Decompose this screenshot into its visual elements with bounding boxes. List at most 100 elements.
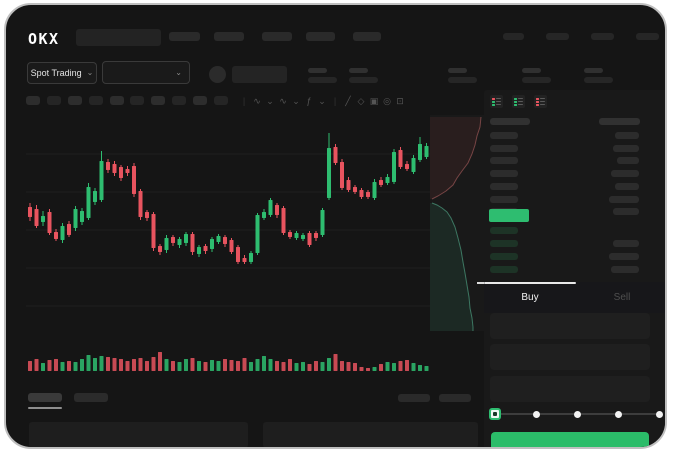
orders-link-1[interactable] — [439, 394, 471, 402]
bid-row-price-0[interactable] — [490, 227, 518, 234]
ask-row-price-5[interactable] — [490, 196, 518, 203]
slider-stop-75[interactable] — [614, 411, 622, 418]
slider-stop-25[interactable] — [532, 411, 540, 418]
eraser-icon[interactable]: ◇ — [357, 96, 365, 106]
camera-icon[interactable]: ▣ — [369, 96, 379, 106]
candle-body — [249, 253, 253, 262]
settings-icon[interactable]: ◎ — [383, 96, 391, 106]
timeframe-button-6[interactable] — [151, 96, 165, 105]
candle-body — [47, 212, 52, 233]
timeframe-button-3[interactable] — [89, 96, 103, 105]
volume-bar — [392, 363, 396, 371]
volume-bar — [262, 356, 266, 371]
candlestick-chart[interactable] — [6, 5, 667, 449]
topnav-right-item-1[interactable] — [546, 33, 569, 40]
chevron-down-icon[interactable]: ⌄ — [318, 96, 326, 106]
timeframe-button-8[interactable] — [193, 96, 207, 105]
ticker-stat-value-0 — [308, 77, 337, 83]
bid-row-amount-2[interactable] — [609, 253, 639, 260]
ask-row-amount-6[interactable] — [613, 208, 639, 215]
candle-body — [281, 208, 286, 233]
timeframe-button-1[interactable] — [47, 96, 61, 105]
slider-handle[interactable] — [489, 408, 501, 420]
bid-row-amount-3[interactable] — [611, 266, 639, 273]
topnav-item-2[interactable] — [262, 32, 292, 41]
pair-selector-dropdown[interactable]: ⌄ — [102, 61, 190, 84]
volume-bar — [229, 360, 234, 371]
tab-buy[interactable]: Buy — [521, 292, 539, 303]
price-input[interactable] — [490, 313, 650, 339]
orders-panel-0 — [29, 422, 248, 447]
ask-row-amount-4[interactable] — [615, 183, 639, 190]
bid-row-price-3[interactable] — [490, 266, 518, 273]
topnav-right-item-2[interactable] — [591, 33, 614, 40]
overlay-icon[interactable]: ∿ — [279, 96, 287, 106]
ask-row-price-0[interactable] — [490, 132, 518, 139]
timeframe-button-2[interactable] — [68, 96, 82, 105]
buy-submit-button[interactable] — [491, 432, 649, 447]
orders-link-0[interactable] — [398, 394, 430, 402]
chevron-down-icon[interactable]: ⌄ — [266, 96, 274, 106]
timeframe-button-9[interactable] — [214, 96, 228, 105]
ask-row-amount-5[interactable] — [609, 196, 639, 203]
topnav-item-3[interactable] — [306, 32, 335, 41]
candle-body — [385, 177, 390, 183]
candle-body — [372, 182, 377, 198]
chart-type-icon[interactable]: ∿ — [253, 96, 261, 106]
topnav-item-1[interactable] — [214, 32, 244, 41]
amount-input[interactable] — [490, 344, 650, 370]
topnav-right-item-3[interactable] — [636, 33, 659, 40]
timeframe-button-7[interactable] — [172, 96, 186, 105]
fullscreen-icon[interactable]: ⊡ — [396, 96, 404, 106]
volume-bar — [93, 358, 97, 371]
bid-row-price-2[interactable] — [490, 253, 518, 260]
market-type-dropdown[interactable]: Spot Trading ⌄ — [27, 62, 97, 84]
okx-logo[interactable]: OKX — [28, 30, 60, 48]
orderbook-sell-view-icon[interactable] — [534, 95, 547, 108]
nav-search-placeholder[interactable] — [76, 29, 161, 46]
last-price-badge[interactable] — [489, 209, 529, 222]
ask-row-amount-2[interactable] — [617, 157, 639, 164]
ticker-stat-label-3 — [522, 68, 541, 73]
volume-bar — [80, 359, 84, 371]
timeframe-button-5[interactable] — [130, 96, 144, 105]
ask-row-amount-3[interactable] — [611, 170, 639, 177]
candle-body — [158, 246, 162, 252]
orders-tab-1[interactable] — [74, 393, 108, 402]
depth-asks-area — [430, 117, 481, 199]
topnav-item-0[interactable] — [169, 32, 200, 41]
ask-row-price-4[interactable] — [490, 183, 518, 190]
volume-bar — [411, 363, 416, 371]
bid-row-price-1[interactable] — [490, 240, 518, 247]
ask-row-amount-1[interactable] — [613, 145, 639, 152]
chevron-down-icon[interactable]: ⌄ — [292, 96, 300, 106]
candle-body — [80, 211, 84, 222]
orderbook-buy-view-icon[interactable] — [512, 95, 525, 108]
indicators-icon[interactable]: ƒ — [306, 96, 312, 106]
topnav-right-item-0[interactable] — [503, 33, 524, 40]
candle-body — [197, 247, 201, 254]
slider-stop-50[interactable] — [573, 411, 581, 418]
timeframe-button-4[interactable] — [110, 96, 124, 105]
candle-body — [93, 191, 97, 202]
timeframe-button-0[interactable] — [26, 96, 40, 105]
orderbook-split-view-icon[interactable] — [490, 95, 503, 108]
bid-row-amount-1[interactable] — [613, 240, 639, 247]
orders-tab-0[interactable] — [28, 393, 62, 402]
tab-sell[interactable]: Sell — [613, 292, 631, 303]
volume-bar — [177, 362, 182, 371]
topnav-item-4[interactable] — [353, 32, 381, 41]
orders-panel-1 — [263, 422, 478, 447]
slider-stop-100[interactable] — [655, 411, 663, 418]
ask-row-price-1[interactable] — [490, 145, 518, 152]
ask-row-price-2[interactable] — [490, 157, 518, 164]
ask-row-price-3[interactable] — [490, 170, 518, 177]
coin-icon — [209, 66, 226, 83]
volume-bar — [301, 362, 305, 371]
total-input[interactable] — [490, 376, 650, 402]
ticker-stat-label-1 — [349, 68, 368, 73]
ask-row-amount-0[interactable] — [615, 132, 639, 139]
trendline-icon[interactable]: ╱ — [345, 96, 351, 106]
candle-body — [119, 167, 123, 178]
